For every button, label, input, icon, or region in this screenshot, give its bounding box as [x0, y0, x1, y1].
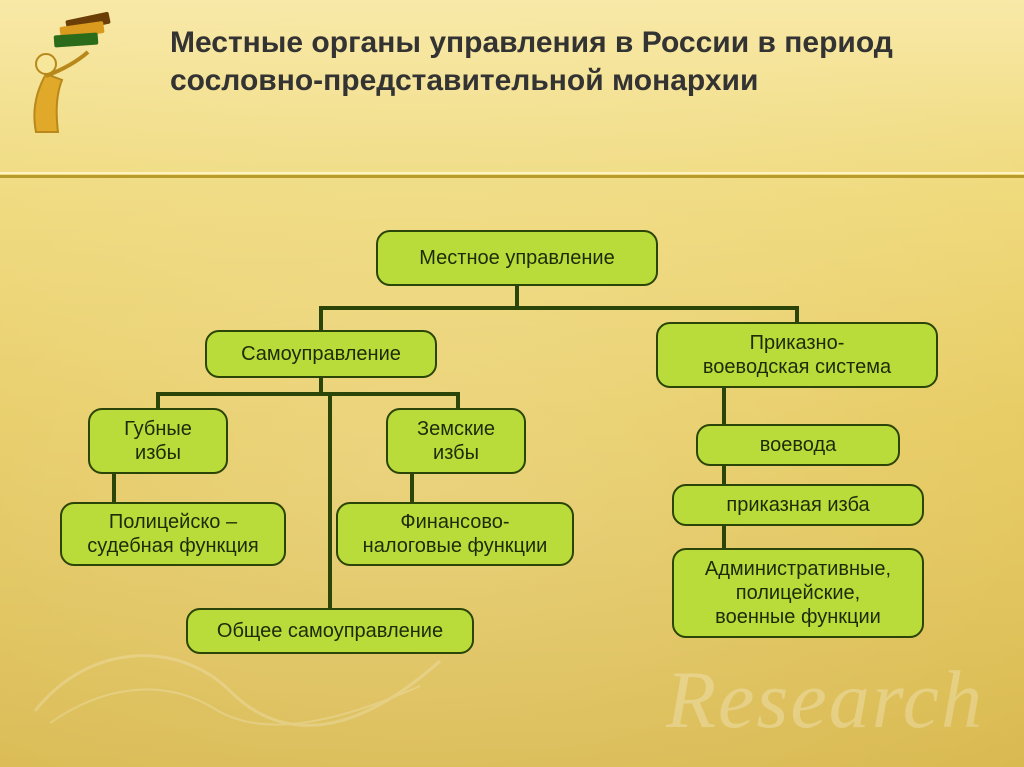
node-gubnye-izby: Губные избы: [88, 408, 228, 474]
title-divider: [0, 175, 1024, 178]
node-admin-functions: Административные, полицейские, военные ф…: [672, 548, 924, 638]
node-financial-tax: Финансово- налоговые функции: [336, 502, 574, 566]
slide-title: Местные органы управления в России в пер…: [170, 24, 970, 101]
node-prikaz-system: Приказно- воеводская система: [656, 322, 938, 388]
node-self-governance: Самоуправление: [205, 330, 437, 378]
decorative-figure-icon: [10, 10, 130, 140]
node-prikaznaya-izba: приказная изба: [672, 484, 924, 526]
node-common-selfgov: Общее самоуправление: [186, 608, 474, 654]
org-tree-diagram: Местное управление Самоуправление Приказ…: [60, 230, 1000, 720]
connector: [515, 286, 519, 308]
connector: [722, 526, 726, 550]
node-voevoda: воевода: [696, 424, 900, 466]
connector: [722, 466, 726, 486]
node-zemskie-izby: Земские избы: [386, 408, 526, 474]
node-police-judicial: Полицейско – судебная функция: [60, 502, 286, 566]
connector: [328, 392, 332, 610]
connector: [722, 388, 726, 426]
connector: [321, 306, 799, 310]
connector: [319, 306, 323, 332]
connector: [156, 392, 460, 396]
connector: [112, 474, 116, 504]
slide: Местные органы управления в России в пер…: [0, 0, 1024, 767]
connector: [410, 474, 414, 504]
title-divider-light: [0, 172, 1024, 174]
node-root: Местное управление: [376, 230, 658, 286]
